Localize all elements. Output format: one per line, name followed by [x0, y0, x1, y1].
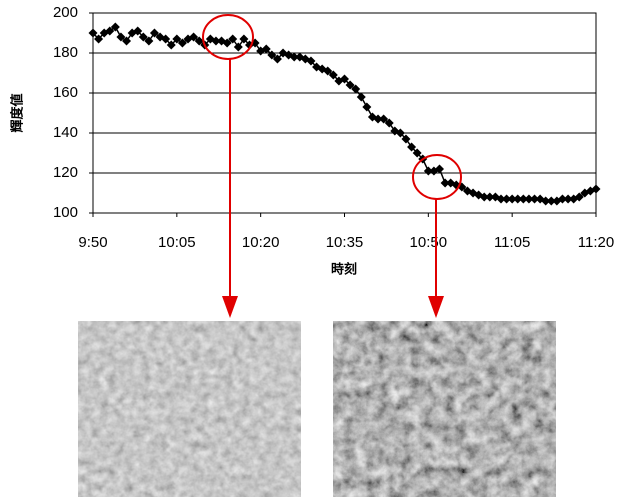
marker [507, 194, 517, 204]
marker [546, 196, 556, 206]
marker [496, 194, 506, 204]
marker [423, 166, 433, 176]
highlight-circle [202, 14, 254, 60]
marker [105, 26, 115, 36]
marker [395, 128, 405, 138]
y-tick-label: 180 [53, 44, 78, 61]
marker [435, 164, 445, 174]
marker [194, 36, 204, 46]
marker [228, 34, 238, 44]
x-tick-label: 11:05 [494, 234, 530, 251]
y-tick-label: 120 [53, 164, 78, 181]
marker [94, 34, 104, 44]
plot-area: 100 120 140 160 180 200 9:50 10:05 10:20 10:35 10:… [53, 4, 614, 251]
x-tick-label: 9:50 [78, 234, 107, 251]
surface-image [333, 321, 556, 497]
x-tick-label: 10:35 [326, 234, 364, 251]
marker [345, 80, 355, 90]
marker [356, 92, 366, 102]
marker [362, 102, 372, 112]
marker [166, 40, 176, 50]
marker [384, 118, 394, 128]
marker [541, 196, 551, 206]
y-tick-label: 100 [53, 204, 78, 221]
marker [557, 194, 567, 204]
arrow-head [428, 296, 444, 318]
marker [412, 148, 422, 158]
marker [177, 38, 187, 48]
marker [267, 50, 277, 60]
marker [211, 36, 221, 46]
x-tick-label: 10:05 [158, 234, 196, 251]
marker [379, 114, 389, 124]
x-tick-label: 10:50 [410, 234, 448, 251]
marker [485, 192, 495, 202]
y-tick-label: 140 [53, 124, 78, 141]
marker [340, 74, 349, 84]
marker [563, 194, 573, 204]
marker [518, 194, 528, 204]
marker [513, 194, 523, 204]
marker [88, 28, 98, 38]
marker [407, 142, 417, 152]
marker [138, 32, 148, 42]
marker [161, 34, 171, 44]
marker [289, 52, 299, 62]
y-axis-label: 輝度値 [9, 93, 24, 132]
marker [502, 194, 512, 204]
marker [479, 192, 489, 202]
surface-image [78, 321, 301, 497]
marker [272, 54, 282, 64]
marker [122, 36, 132, 46]
marker [233, 42, 243, 52]
marker [351, 84, 361, 94]
x-axis-label: 時刻 [331, 261, 357, 276]
marker [261, 44, 271, 54]
marker [440, 178, 450, 188]
x-tick-label: 10:20 [242, 234, 280, 251]
arrow-head [222, 296, 238, 318]
y-tick-label: 200 [53, 4, 78, 21]
marker [524, 194, 534, 204]
marker [116, 32, 126, 42]
marker [574, 192, 584, 202]
marker [401, 134, 411, 144]
marker [306, 56, 316, 66]
marker [149, 28, 159, 38]
marker [222, 38, 232, 48]
marker [189, 32, 199, 42]
x-tick-label: 11:20 [578, 234, 614, 251]
marker [172, 34, 182, 44]
marker [110, 22, 120, 32]
marker [530, 194, 540, 204]
marker [591, 184, 601, 194]
y-tick-label: 160 [53, 84, 78, 101]
highlight-circle [412, 154, 462, 200]
marker [144, 36, 154, 46]
marker [239, 34, 249, 44]
marker [133, 26, 143, 36]
marker [328, 70, 338, 80]
marker [323, 66, 333, 76]
marker [373, 114, 383, 124]
